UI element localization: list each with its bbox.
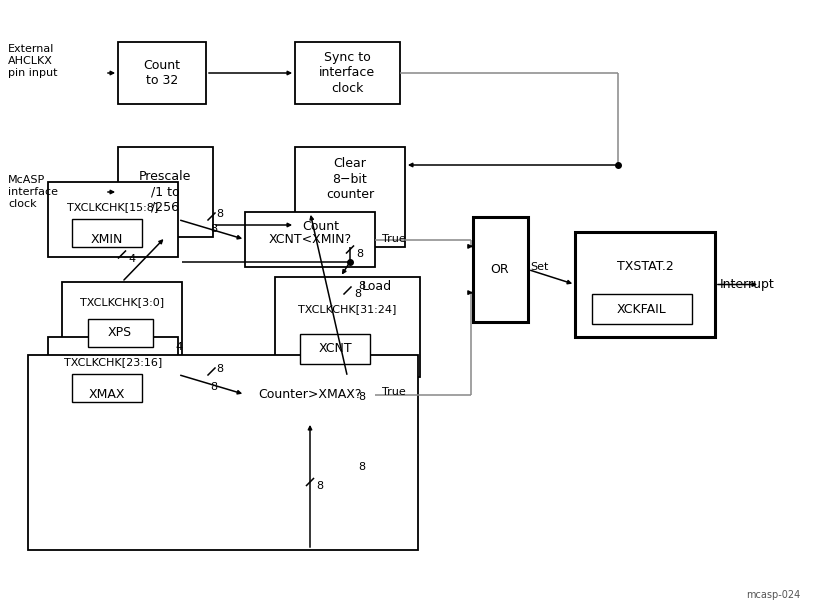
Text: Sync to
interface
clock: Sync to interface clock bbox=[319, 51, 374, 94]
Bar bbox=[245, 367, 374, 422]
Bar bbox=[574, 232, 714, 337]
Text: TXSTAT.2: TXSTAT.2 bbox=[616, 261, 672, 274]
Bar bbox=[118, 42, 206, 104]
Text: 8: 8 bbox=[358, 281, 364, 291]
Bar bbox=[245, 212, 374, 267]
Bar bbox=[72, 374, 142, 402]
Bar bbox=[300, 334, 369, 364]
Text: McASP
interface
clock: McASP interface clock bbox=[8, 176, 58, 209]
Bar bbox=[473, 217, 527, 322]
Text: TXCLKCHK[31:24]: TXCLKCHK[31:24] bbox=[297, 304, 396, 314]
Bar bbox=[72, 219, 142, 247]
Text: External
AHCLKX
pin input: External AHCLKX pin input bbox=[8, 45, 57, 78]
Bar bbox=[274, 277, 419, 377]
Text: XPS: XPS bbox=[108, 326, 132, 340]
Text: 8: 8 bbox=[215, 209, 223, 220]
Bar bbox=[88, 319, 153, 347]
Text: 8: 8 bbox=[358, 462, 364, 472]
Text: TXCLKCHK[3:0]: TXCLKCHK[3:0] bbox=[79, 297, 164, 307]
Text: Prescale
/1 to
/256: Prescale /1 to /256 bbox=[138, 171, 191, 214]
Text: XCNT: XCNT bbox=[318, 343, 351, 356]
Text: 8: 8 bbox=[354, 289, 360, 299]
Text: TXCLKCHK[23:16]: TXCLKCHK[23:16] bbox=[64, 357, 162, 367]
Text: XMIN: XMIN bbox=[91, 234, 123, 247]
Bar bbox=[28, 355, 418, 550]
Text: 8: 8 bbox=[316, 481, 324, 491]
Text: OR: OR bbox=[490, 264, 509, 277]
Bar bbox=[62, 282, 182, 357]
Text: Interrupt: Interrupt bbox=[719, 278, 774, 291]
Text: 8: 8 bbox=[210, 224, 217, 234]
Text: True: True bbox=[382, 387, 405, 397]
Text: Load: Load bbox=[361, 280, 391, 294]
Text: Set: Set bbox=[529, 262, 548, 272]
Text: 8−bit
counter: 8−bit counter bbox=[325, 173, 373, 201]
Text: Clear: Clear bbox=[333, 157, 366, 171]
Text: 8: 8 bbox=[356, 250, 363, 259]
Text: Count
to 32: Count to 32 bbox=[143, 59, 180, 87]
Text: Counter>XMAX?: Counter>XMAX? bbox=[258, 389, 361, 401]
Bar bbox=[118, 147, 213, 237]
Text: 4: 4 bbox=[129, 255, 135, 264]
Text: TXCLKCHK[15:8]: TXCLKCHK[15:8] bbox=[67, 202, 158, 212]
Bar bbox=[295, 147, 405, 247]
Text: 8: 8 bbox=[215, 365, 223, 375]
Text: Count: Count bbox=[301, 220, 338, 234]
Text: 8: 8 bbox=[358, 392, 364, 402]
Text: XMAX: XMAX bbox=[88, 389, 125, 401]
Text: 8: 8 bbox=[210, 382, 217, 392]
Text: mcasp-024: mcasp-024 bbox=[744, 590, 799, 600]
Text: True: True bbox=[382, 234, 405, 244]
Text: 4: 4 bbox=[174, 342, 182, 352]
Bar bbox=[295, 42, 400, 104]
Bar bbox=[591, 294, 691, 324]
Text: XCNT<XMIN?: XCNT<XMIN? bbox=[268, 234, 351, 247]
Text: XCKFAIL: XCKFAIL bbox=[617, 304, 666, 316]
Bar bbox=[48, 182, 178, 257]
Bar bbox=[48, 337, 178, 412]
